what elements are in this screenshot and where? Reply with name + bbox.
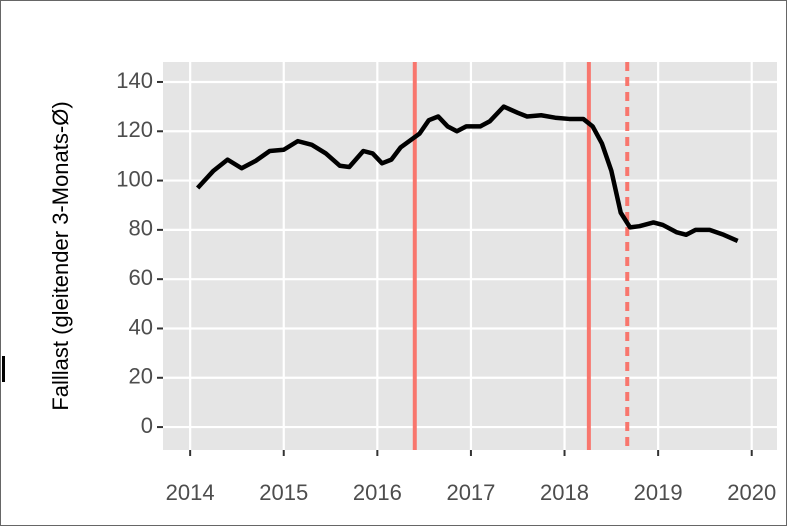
x-tick-label: 2015 xyxy=(259,480,308,505)
y-tick-label: 0 xyxy=(141,413,153,438)
y-tick-label: 80 xyxy=(129,216,153,241)
x-tick-label: 2016 xyxy=(353,480,402,505)
x-tick-label: 2014 xyxy=(166,480,215,505)
cursor-artifact xyxy=(2,356,5,382)
x-tick-label: 2020 xyxy=(727,480,776,505)
y-tick-label: 60 xyxy=(129,265,153,290)
x-tick-label: 2018 xyxy=(540,480,589,505)
y-tick-label: 120 xyxy=(116,117,153,142)
x-tick-label: 2017 xyxy=(446,480,495,505)
y-tick-label: 140 xyxy=(116,68,153,93)
y-axis-title: Falllast (gleitender 3-Monats-Ø) xyxy=(48,101,73,410)
x-tick-label: 2019 xyxy=(634,480,683,505)
y-tick-label: 40 xyxy=(129,314,153,339)
y-tick-label: 100 xyxy=(116,166,153,191)
data-line xyxy=(195,104,739,244)
y-tick-label: 20 xyxy=(129,364,153,389)
